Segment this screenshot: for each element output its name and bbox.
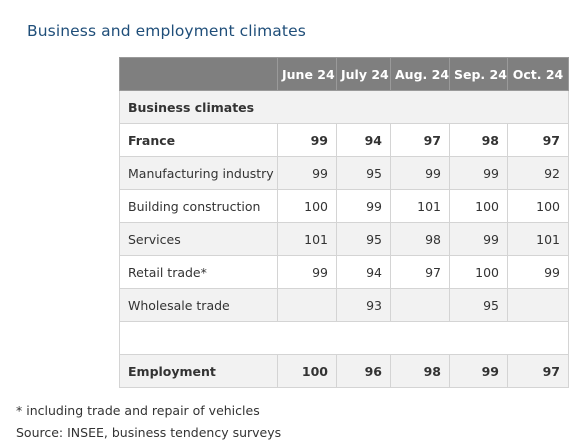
cell: 98 xyxy=(390,222,450,256)
cell: 99 xyxy=(336,189,391,223)
cell: 99 xyxy=(277,156,337,190)
cell: 94 xyxy=(336,255,391,289)
row-label: France xyxy=(119,123,278,157)
cell: 96 xyxy=(336,354,391,388)
section-label: Business climates xyxy=(119,90,569,124)
cell: 95 xyxy=(336,222,391,256)
column-header xyxy=(119,57,278,91)
cell: 95 xyxy=(336,156,391,190)
row-label: Manufacturing industry xyxy=(119,156,278,190)
table-row: Building construction 100 99 101 100 100 xyxy=(119,189,569,223)
cell: 100 xyxy=(449,255,508,289)
column-header: June 24 xyxy=(277,57,337,91)
cell: 99 xyxy=(277,255,337,289)
cell: 99 xyxy=(449,156,508,190)
cell: 93 xyxy=(336,288,391,322)
section-row: Business climates xyxy=(119,90,569,124)
cell xyxy=(390,288,450,322)
cell: 97 xyxy=(507,123,569,157)
cell: 98 xyxy=(449,123,508,157)
cell xyxy=(277,288,337,322)
table-row: Wholesale trade 93 95 xyxy=(119,288,569,322)
table-row: Manufacturing industry 99 95 99 99 92 xyxy=(119,156,569,190)
cell: 100 xyxy=(277,354,337,388)
header-row: June 24 July 24 Aug. 24 Sep. 24 Oct. 24 xyxy=(119,57,569,91)
table-row: Services 101 95 98 99 101 xyxy=(119,222,569,256)
row-label: Wholesale trade xyxy=(119,288,278,322)
cell: 100 xyxy=(507,189,569,223)
cell: 99 xyxy=(449,222,508,256)
column-header: July 24 xyxy=(336,57,391,91)
cell: 101 xyxy=(507,222,569,256)
cell xyxy=(507,288,569,322)
cell: 97 xyxy=(390,255,450,289)
cell: 97 xyxy=(507,354,569,388)
footnote: * including trade and repair of vehicles xyxy=(16,403,260,418)
cell: 100 xyxy=(449,189,508,223)
climates-table: June 24 July 24 Aug. 24 Sep. 24 Oct. 24 … xyxy=(119,57,569,388)
cell: 92 xyxy=(507,156,569,190)
cell: 95 xyxy=(449,288,508,322)
row-label: Building construction xyxy=(119,189,278,223)
cell: 99 xyxy=(390,156,450,190)
cell: 98 xyxy=(390,354,450,388)
column-header: Aug. 24 xyxy=(390,57,450,91)
spacer-cell xyxy=(119,321,569,355)
cell: 97 xyxy=(390,123,450,157)
page-title: Business and employment climates xyxy=(27,22,306,40)
spacer-row xyxy=(119,321,569,355)
cell: 99 xyxy=(507,255,569,289)
row-label: Retail trade* xyxy=(119,255,278,289)
source-note: Source: INSEE, business tendency surveys xyxy=(16,425,282,440)
cell: 101 xyxy=(277,222,337,256)
cell: 100 xyxy=(277,189,337,223)
column-header: Sep. 24 xyxy=(449,57,508,91)
cell: 99 xyxy=(277,123,337,157)
cell: 101 xyxy=(390,189,450,223)
column-header: Oct. 24 xyxy=(507,57,569,91)
table-row: Retail trade* 99 94 97 100 99 xyxy=(119,255,569,289)
cell: 94 xyxy=(336,123,391,157)
employment-row: Employment 100 96 98 99 97 xyxy=(119,354,569,388)
row-label: Services xyxy=(119,222,278,256)
cell: 99 xyxy=(449,354,508,388)
row-label: Employment xyxy=(119,354,278,388)
table-row: France 99 94 97 98 97 xyxy=(119,123,569,157)
